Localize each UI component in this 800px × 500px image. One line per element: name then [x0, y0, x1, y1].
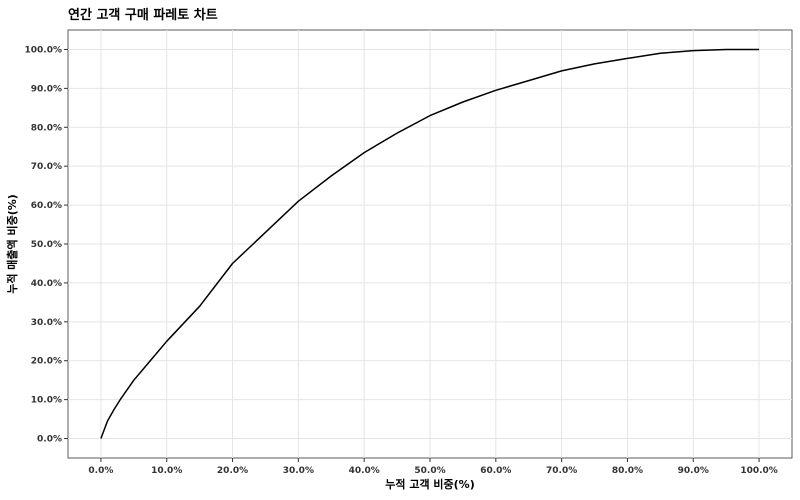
- y-tick-label: 30.0%: [31, 318, 62, 328]
- y-tick-label: 20.0%: [31, 357, 62, 367]
- y-tick-label: 90.0%: [31, 84, 62, 94]
- y-tick-label: 100.0%: [25, 45, 63, 55]
- x-tick-label: 30.0%: [283, 466, 314, 476]
- x-tick-label: 40.0%: [349, 466, 380, 476]
- x-tick-label: 60.0%: [480, 466, 511, 476]
- x-tick-label: 0.0%: [88, 466, 113, 476]
- y-tick-label: 60.0%: [31, 201, 62, 211]
- x-axis: 0.0% 10.0% 20.0% 30.0% 40.0% 50.0% 60.0% 70.0% 8…: [88, 458, 778, 476]
- x-tick-label: 20.0%: [217, 466, 248, 476]
- y-tick-label: 40.0%: [31, 279, 62, 289]
- y-tick-label: 10.0%: [31, 396, 62, 406]
- chart-title: 연간 고객 구매 파레토 차트: [68, 7, 218, 23]
- x-axis-label: 누적 고객 비중(%): [385, 477, 474, 491]
- x-tick-label: 50.0%: [414, 466, 445, 476]
- x-tick-label: 80.0%: [612, 466, 643, 476]
- series-layer: [100, 48, 760, 439]
- y-tick-label: 80.0%: [31, 123, 62, 133]
- y-tick-label: 70.0%: [31, 162, 62, 172]
- grid-lines: [68, 30, 792, 458]
- x-tick-label: 10.0%: [151, 466, 182, 476]
- cumulative-sales-line: [100, 48, 760, 439]
- y-axis: 0.0% 10.0% 20.0% 30.0% 40.0% 50.0% 60.0% 70.0% 8…: [25, 45, 68, 445]
- y-tick-label: 50.0%: [31, 240, 62, 250]
- x-tick-label: 90.0%: [678, 466, 709, 476]
- x-tick-label: 100.0%: [740, 466, 778, 476]
- y-axis-label: 누적 매출액 비중(%): [5, 194, 19, 294]
- y-tick-label: 0.0%: [37, 435, 62, 445]
- x-tick-label: 70.0%: [546, 466, 577, 476]
